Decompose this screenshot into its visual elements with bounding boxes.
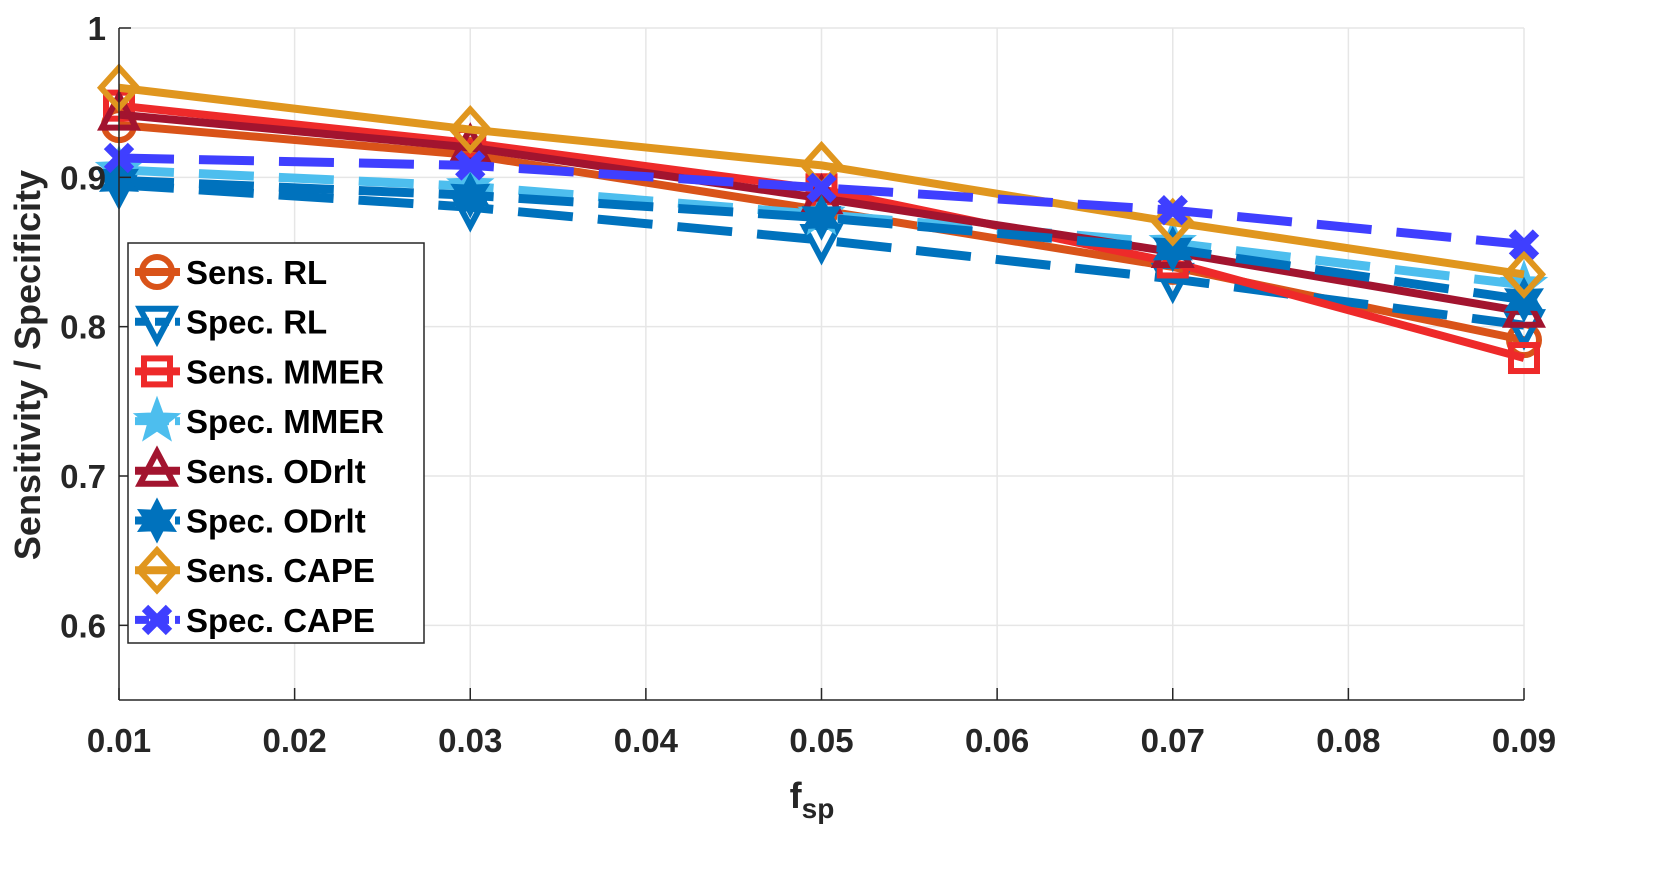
diamond-marker: [1501, 249, 1547, 299]
series-group: [94, 63, 1549, 375]
circle-marker: [139, 254, 175, 290]
legend-label: Spec. CAPE: [186, 602, 375, 639]
hexagram-marker: [1504, 276, 1544, 323]
legend: Sens. RL Spec. RL Sens. MMER Spec. MMER Sens…: [127, 242, 425, 644]
data-point: [806, 172, 837, 203]
y-tick-label: 0.9: [60, 159, 106, 196]
legend-item: Spec. ODrlt: [135, 497, 366, 544]
data-point: [1157, 195, 1188, 226]
legend-item: Sens. RL: [135, 254, 327, 291]
legend-label: Spec. RL: [186, 304, 327, 341]
data-point: [1508, 229, 1540, 260]
y-tick-label: 0.6: [60, 607, 106, 644]
series-line: [118, 153, 1525, 250]
x-marker: [1508, 229, 1540, 260]
x-marker: [141, 604, 173, 636]
square-marker: [141, 355, 173, 388]
x-stroke: [806, 172, 837, 203]
y-tick-label: 0.7: [60, 458, 106, 495]
diamond-marker: [448, 105, 493, 155]
hexagram-marker: [450, 172, 491, 219]
legend-item: Spec. CAPE: [135, 602, 375, 639]
series-line: [118, 83, 1525, 279]
x-tick-label: 0.01: [87, 722, 151, 759]
legend-label: Sens. RL: [186, 254, 327, 291]
legend-label: Sens. ODrlt: [186, 453, 366, 490]
hexagram-marker: [1152, 225, 1193, 273]
hexagram-marker: [801, 194, 842, 241]
x-marker: [1157, 195, 1188, 226]
x-marker: [455, 150, 486, 181]
axes: 0.01 0.02 0.03 0.04 0.05 0.06 0.07 0.08 0.09 0.6 0…: [60, 10, 1556, 759]
y-axis-label: Sensitivity / Specificity: [7, 170, 48, 560]
legend-label: Spec. MMER: [186, 403, 384, 440]
x-tick-label: 0.07: [1141, 722, 1205, 759]
data-point: [1152, 225, 1193, 273]
data-point: [448, 105, 493, 155]
legend-label: Sens. MMER: [186, 353, 384, 390]
hexagram-marker: [137, 497, 177, 544]
y-tick-label: 1: [88, 10, 106, 47]
data-point: [1508, 342, 1540, 375]
x-tick-label: 0.05: [789, 722, 853, 759]
x-marker: [806, 172, 837, 203]
legend-label: Sens. CAPE: [186, 552, 375, 589]
series-line: [118, 165, 1525, 290]
x-tick-label: 0.08: [1316, 722, 1380, 759]
x-stroke: [455, 150, 486, 181]
legend-item: Spec. MMER: [132, 395, 384, 442]
diamond-marker: [134, 545, 180, 595]
triangle-down-marker: [135, 305, 179, 348]
data-point: [450, 172, 491, 219]
legend-item: Sens. CAPE: [134, 545, 375, 595]
data-point: [1501, 249, 1547, 299]
x-tick-label: 0.02: [263, 722, 327, 759]
x-tick-label: 0.09: [1492, 722, 1556, 759]
legend-label: Spec. ODrlt: [186, 503, 366, 540]
star-marker: [132, 395, 182, 442]
data-point: [1504, 276, 1544, 323]
legend-item: Spec. RL: [135, 304, 327, 348]
x-tick-label: 0.06: [965, 722, 1029, 759]
data-point: [801, 194, 842, 241]
legend-item: Sens. ODrlt: [135, 445, 366, 490]
triangle-up-marker: [135, 445, 179, 487]
x-stroke: [1157, 195, 1188, 226]
x-stroke: [1508, 229, 1540, 260]
x-axis-label: fsp: [790, 775, 835, 824]
legend-item: Sens. MMER: [135, 353, 384, 390]
y-tick-label: 0.8: [60, 309, 106, 346]
x-stroke: [141, 604, 173, 636]
data-point: [455, 150, 486, 181]
series-sens-cape: [96, 63, 1547, 299]
square-marker: [1508, 342, 1540, 375]
series-line: [118, 175, 1525, 305]
x-tick-label: 0.04: [614, 722, 679, 759]
x-tick-label: 0.03: [438, 722, 502, 759]
legend-box: [127, 242, 425, 644]
